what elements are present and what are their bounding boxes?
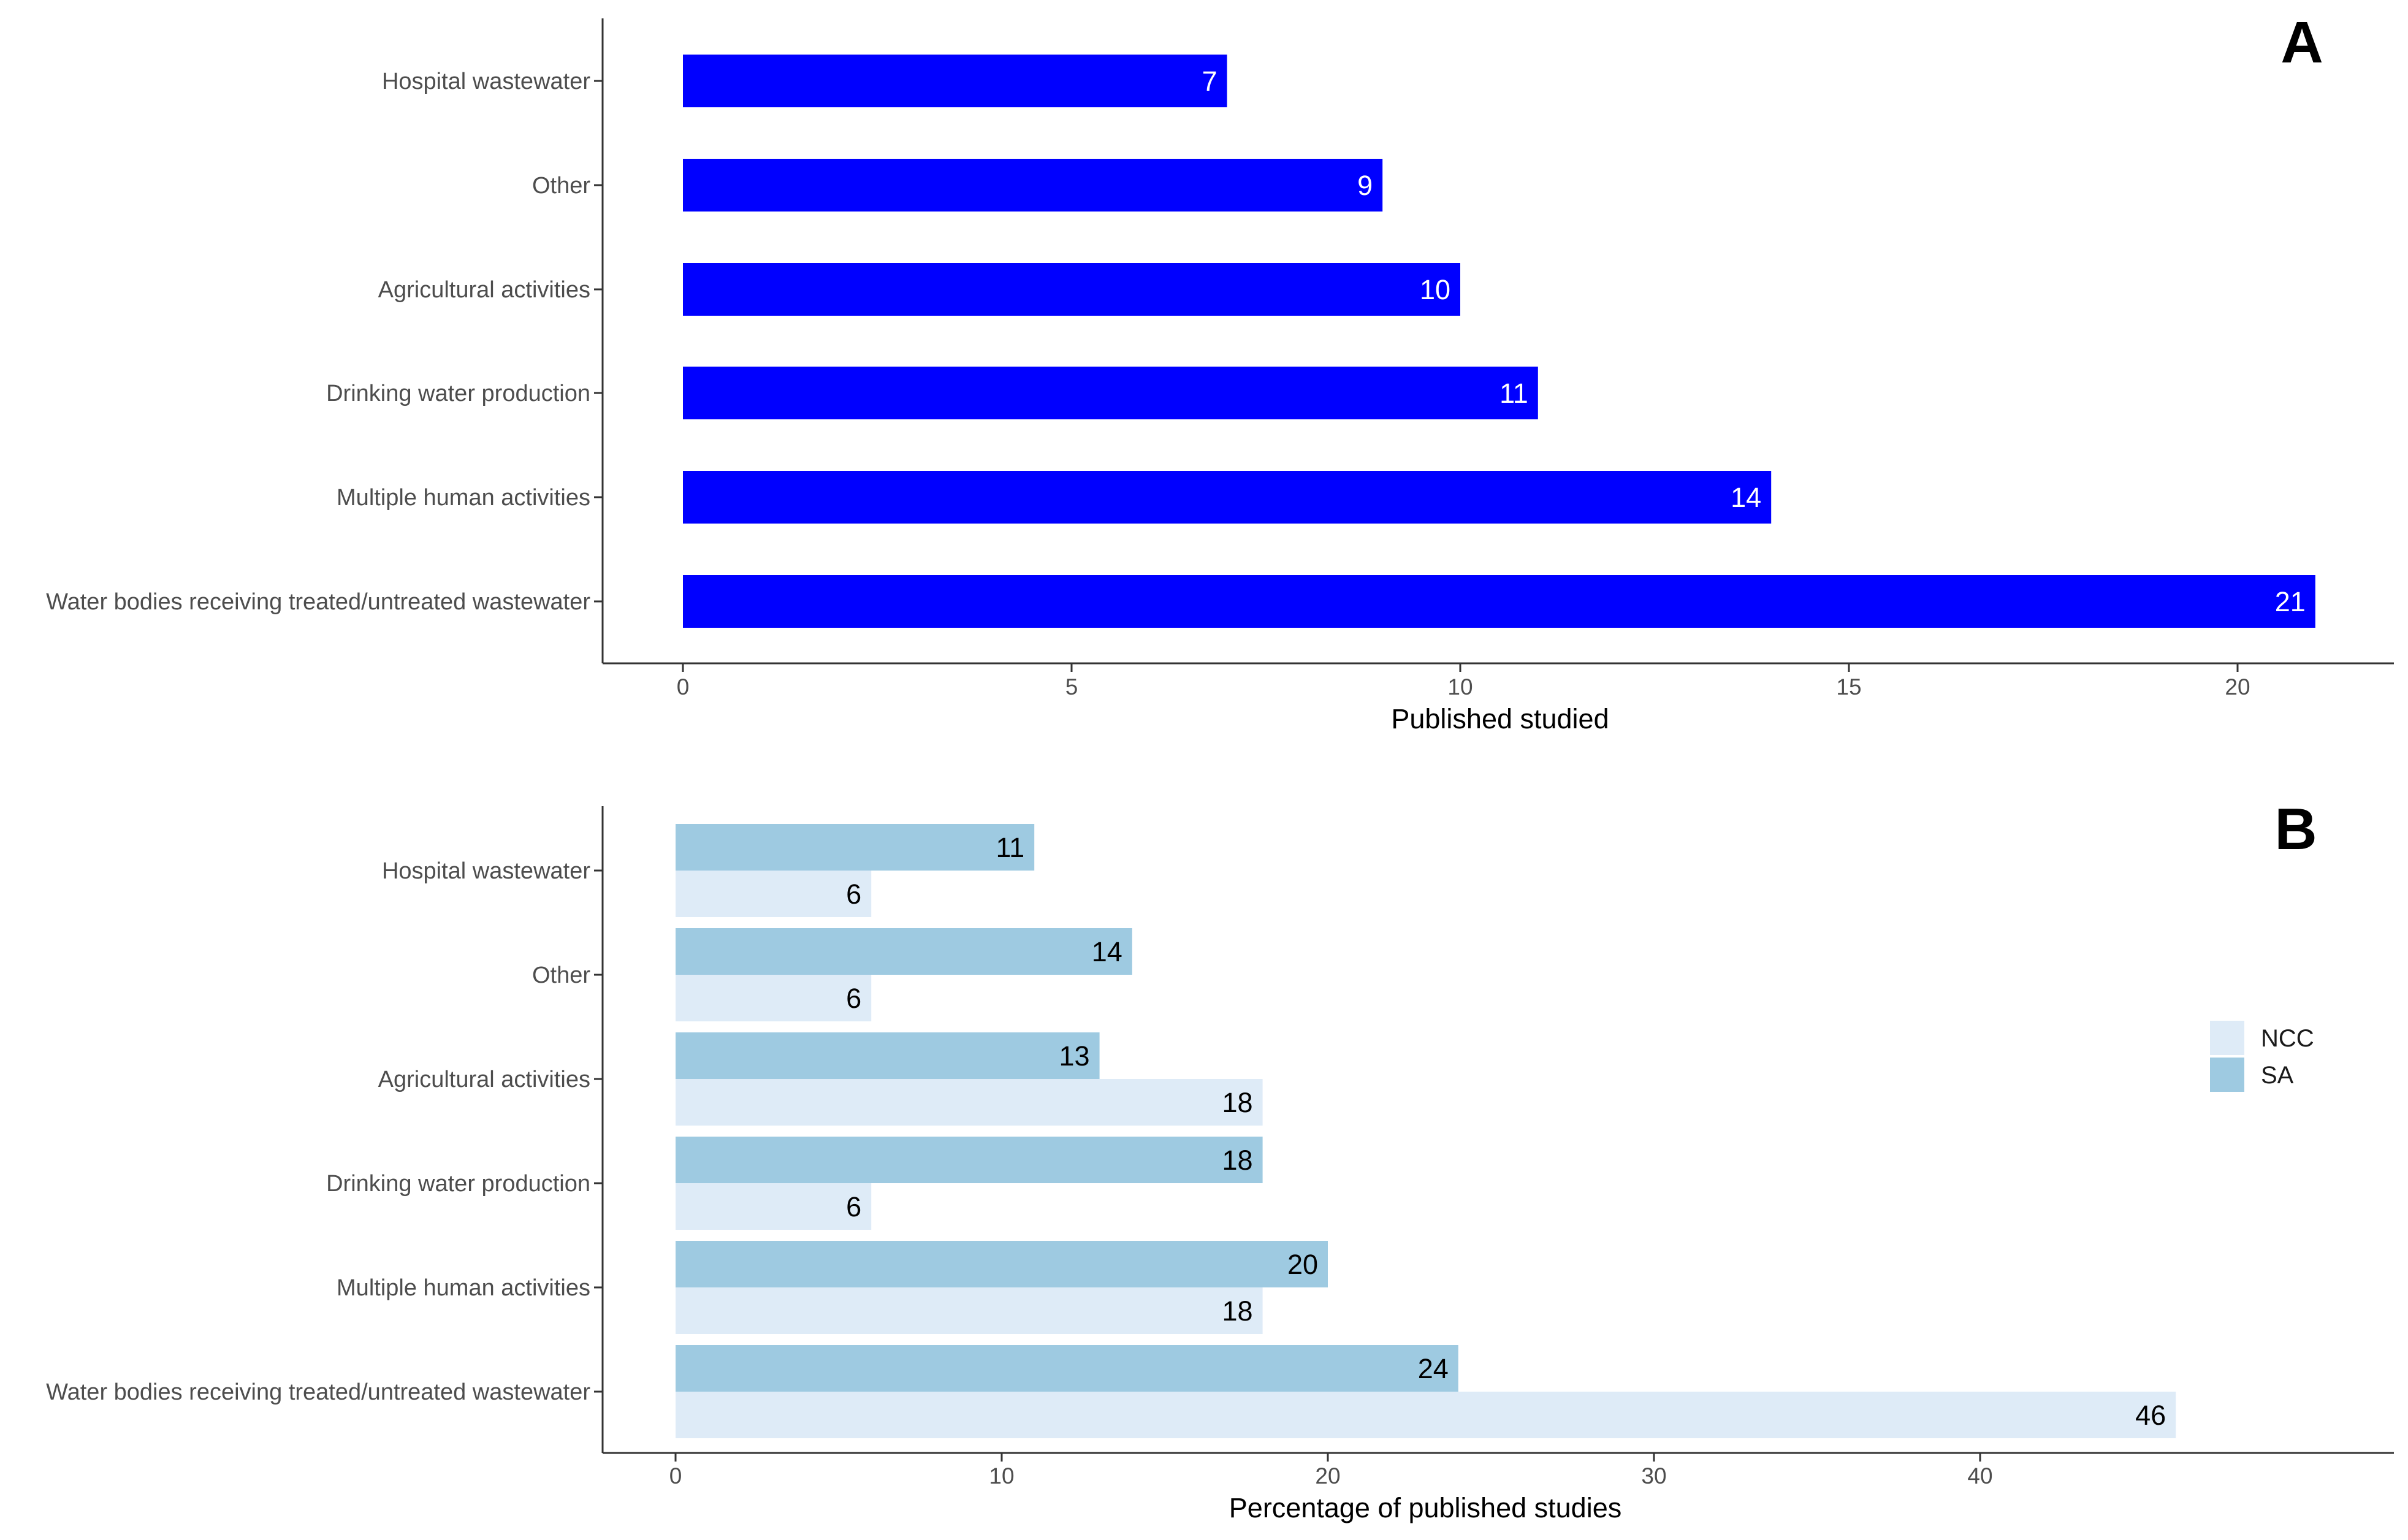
panel-b-category-label: Other xyxy=(532,962,590,988)
panel-a-x-tick-label: 0 xyxy=(677,674,690,699)
panel-a-x-axis-title: Published studied xyxy=(1391,703,1609,734)
panel-b-bar-sa-multiple-human-activities xyxy=(676,1241,1328,1287)
panel-a-bar-agricultural-activities xyxy=(683,263,1460,316)
panel-a-value-label: 7 xyxy=(1202,66,1217,97)
panel-a-category-label: Drinking water production xyxy=(326,381,590,406)
panel-a-category-label: Water bodies receiving treated/untreated… xyxy=(46,589,590,615)
panel-b-bar-ncc-other xyxy=(676,975,872,1021)
panel-b-bar-sa-hospital-wastewater xyxy=(676,824,1035,871)
panel-a-letter: A xyxy=(2280,10,2323,75)
legend-label-sa: SA xyxy=(2261,1062,2294,1089)
panel-a-x-tick-label: 20 xyxy=(2225,674,2250,699)
panel-b-category-label: Hospital wastewater xyxy=(382,858,590,884)
panel-b-x-tick-label: 30 xyxy=(1641,1463,1666,1489)
panel-b-x-tick-label: 20 xyxy=(1315,1463,1340,1489)
panel-b-value-label-sa: 20 xyxy=(1287,1249,1318,1280)
panel-a-bar-multiple-human-activities xyxy=(683,471,1772,524)
panel-b-x-axis-title: Percentage of published studies xyxy=(1229,1492,1621,1523)
panel-b-x-tick-label: 10 xyxy=(989,1463,1014,1489)
panel-b-value-label-ncc: 46 xyxy=(2135,1400,2166,1431)
panel-b-category-label: Multiple human activities xyxy=(337,1275,590,1301)
panel-a-value-label: 14 xyxy=(1731,482,1761,513)
panel-a-category-label: Other xyxy=(532,173,590,199)
panel-b-value-label-sa: 14 xyxy=(1092,936,1122,967)
panel-a-value-label: 9 xyxy=(1357,170,1373,201)
panel-b-category-label: Drinking water production xyxy=(326,1171,590,1197)
panel-b-bar-sa-drinking-water-production xyxy=(676,1137,1263,1183)
panel-a-bar-other xyxy=(683,159,1383,212)
panel-a-value-label: 11 xyxy=(1499,378,1528,409)
panel-b-letter: B xyxy=(2274,796,2317,862)
panel-b-value-label-ncc: 18 xyxy=(1222,1087,1253,1118)
panel-b-value-label-ncc: 6 xyxy=(846,879,861,910)
panel-a-category-label: Agricultural activities xyxy=(378,277,590,303)
panel-b-value-label-ncc: 6 xyxy=(846,1191,861,1222)
legend-label-ncc: NCC xyxy=(2261,1025,2314,1052)
legend-swatch-ncc xyxy=(2210,1021,2244,1055)
panel-b-x-tick-label: 40 xyxy=(1967,1463,1992,1489)
panel-b-bar-sa-other xyxy=(676,928,1132,975)
panel-a-value-label: 21 xyxy=(2275,586,2306,617)
panel-b-value-label-sa: 11 xyxy=(996,832,1024,863)
panel-a-x-tick-label: 5 xyxy=(1065,674,1078,699)
panel-b-bar-ncc-water-bodies-receiving-treated-untreated-wastewater xyxy=(676,1392,2176,1438)
panel-b-bar-ncc-drinking-water-production xyxy=(676,1183,872,1230)
panel-a-category-label: Multiple human activities xyxy=(337,485,590,511)
panel-b-value-label-ncc: 18 xyxy=(1222,1295,1253,1327)
panel-b-bar-sa-agricultural-activities xyxy=(676,1032,1100,1079)
panel-a-bar-hospital-wastewater xyxy=(683,55,1227,107)
legend: NCC SA xyxy=(2210,1021,2314,1092)
panel-b-value-label-ncc: 6 xyxy=(846,983,861,1014)
panel-b-bar-ncc-multiple-human-activities xyxy=(676,1287,1263,1334)
panel-b-value-label-sa: 24 xyxy=(1418,1353,1449,1384)
panel-b-bar-ncc-hospital-wastewater xyxy=(676,871,872,917)
panel-a-x-tick-label: 10 xyxy=(1447,674,1473,699)
legend-swatch-sa xyxy=(2210,1058,2244,1092)
panel-b-value-label-sa: 18 xyxy=(1222,1145,1253,1176)
panel-a-category-label: Hospital wastewater xyxy=(382,69,590,94)
panel-a-bar-water-bodies-receiving-treated-untreated-wastewater xyxy=(683,575,2315,628)
panel-a-x-tick-label: 15 xyxy=(1836,674,1861,699)
panel-a-bar-drinking-water-production xyxy=(683,367,1538,419)
panel-b-category-label: Agricultural activities xyxy=(378,1067,590,1092)
panel-a: A Hospital wastewater Other Agricultural a… xyxy=(46,10,2394,734)
panel-a-value-label: 10 xyxy=(1420,274,1450,305)
panel-b: B Hospital wastewater Other Agricultural a… xyxy=(46,796,2394,1523)
panel-b-bar-sa-water-bodies-receiving-treated-untreated-wastewater xyxy=(676,1345,1458,1392)
panel-b-x-tick-label: 0 xyxy=(669,1463,682,1489)
panel-b-category-label: Water bodies receiving treated/untreated… xyxy=(46,1379,590,1405)
panel-b-bar-ncc-agricultural-activities xyxy=(676,1079,1263,1126)
panel-b-value-label-sa: 13 xyxy=(1059,1040,1090,1072)
